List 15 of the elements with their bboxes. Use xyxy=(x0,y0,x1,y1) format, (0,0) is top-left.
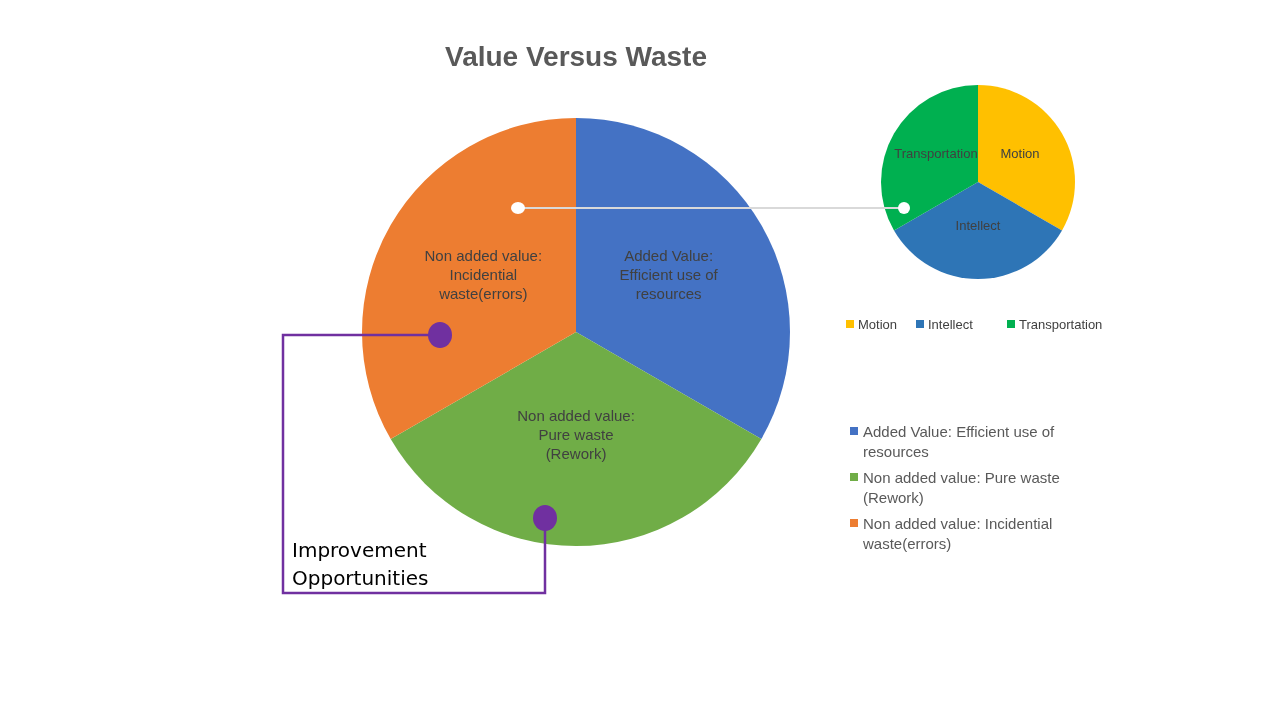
chart-title: Value Versus Waste xyxy=(445,41,707,72)
legend-label: Transportation xyxy=(1019,317,1103,332)
legend-label: Non added value: Incidential waste(errors) xyxy=(862,515,1053,552)
pie-slice xyxy=(894,182,1063,279)
slice-label: Non added value: Pure waste (Rework) xyxy=(517,407,635,462)
legend-label: Added Value: Efficient use of resources xyxy=(863,423,1056,460)
slice-label: Motion xyxy=(1000,145,1040,161)
slice-label: Added Value: Efficient use of resources xyxy=(619,246,719,302)
legend-label: Motion xyxy=(858,317,898,332)
slice-label: Transportation xyxy=(894,145,978,161)
text: Improvement Opportunities xyxy=(292,538,429,590)
legend-label: Intellect xyxy=(928,317,974,332)
slice-label: Non added value: Incidential waste(errors) xyxy=(424,246,543,302)
slice-label: Intellect xyxy=(955,218,1001,234)
legend-label: Non added value: Pure waste (Rework) xyxy=(863,469,1060,506)
